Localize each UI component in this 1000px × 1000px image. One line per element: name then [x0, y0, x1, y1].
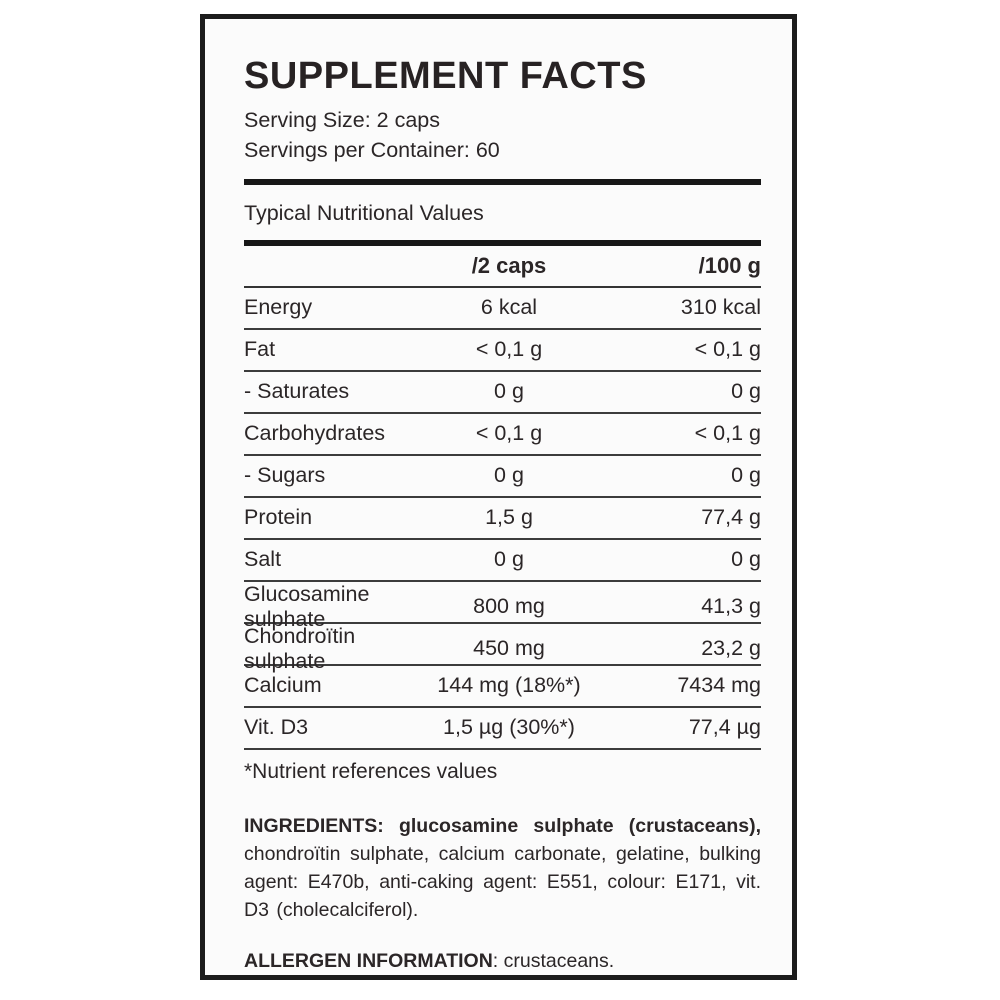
value-per-serving: 800 mg — [473, 594, 545, 619]
nutrient-name: Calcium — [244, 673, 322, 698]
serving-info: Serving Size: 2 caps Servings per Contai… — [244, 105, 761, 165]
table-title: Typical Nutritional Values — [244, 200, 484, 225]
value-per-100g: 310 kcal — [680, 295, 761, 320]
ingredients-rest-text: chondroïtin sulphate, calcium carbonate,… — [244, 842, 761, 921]
value-per-serving: 0 g — [494, 463, 524, 488]
nutrient-name: Glucosamine sulphate — [244, 581, 370, 631]
value-per-serving: < 0,1 g — [475, 421, 543, 446]
value-per-100g: 23,2 g — [701, 636, 761, 661]
value-per-100g: 0 g — [731, 547, 761, 572]
nutrient-name: Protein — [244, 505, 313, 530]
divider-bar-top — [244, 178, 761, 185]
nutrient-name: Vit. D3 — [244, 715, 309, 740]
value-per-serving: 6 kcal — [480, 295, 538, 320]
value-per-serving: < 0,1 g — [475, 337, 543, 362]
allergen-rest-text: : crustaceans. — [492, 949, 615, 972]
value-per-serving: 0 g — [494, 379, 524, 404]
table-row: Chondroïtin sulphate 450 mg 23,2 g — [244, 624, 761, 673]
value-per-100g: 77,4 µg — [688, 715, 761, 740]
value-per-serving: 144 mg (18%*) — [437, 673, 581, 698]
value-per-100g: 7434 mg — [677, 673, 761, 698]
column-header-per-100g: /100 g — [698, 252, 761, 278]
table-row: Glucosamine sulphate 800 mg 41,3 g — [244, 582, 761, 631]
table-row: - Saturates 0 g 0 g — [244, 372, 761, 414]
value-per-serving: 1,5 µg (30%*) — [443, 715, 575, 740]
value-per-100g: 0 g — [731, 379, 761, 404]
value-per-100g: 41,3 g — [701, 594, 761, 619]
divider-bar-bottom — [244, 239, 761, 246]
nutrient-name: Carbohydrates — [244, 421, 386, 446]
table-row: Energy 6 kcal 310 kcal — [244, 288, 761, 330]
allergen-paragraph: ALLERGEN INFORMATION: crustaceans. — [244, 950, 761, 973]
table-row: Protein 1,5 g 77,4 g — [244, 498, 761, 540]
nutrient-name: Chondroïtin sulphate — [244, 623, 356, 673]
nutrient-reference-footnote: *Nutrient references values — [244, 759, 498, 783]
allergen-bold-text: ALLERGEN INFORMATION — [244, 949, 493, 972]
nutrient-name: Salt — [244, 547, 282, 572]
nutrition-table: /2 caps /100 g Energy 6 kcal 310 kcal Fa… — [244, 246, 761, 750]
value-per-100g: < 0,1 g — [694, 337, 761, 362]
nutrition-table-body: Energy 6 kcal 310 kcal Fat < 0,1 g < 0,1… — [244, 288, 761, 750]
nutrient-name: Energy — [244, 295, 313, 320]
table-row: Salt 0 g 0 g — [244, 540, 761, 582]
page-title: SUPPLEMENT FACTS — [244, 55, 647, 97]
value-per-100g: 0 g — [731, 463, 761, 488]
column-header-per-serving: /2 caps — [471, 252, 547, 278]
value-per-serving: 1,5 g — [485, 505, 533, 530]
nutrient-name: - Saturates — [244, 379, 350, 404]
nutrient-name: Fat — [244, 337, 276, 362]
table-row: - Sugars 0 g 0 g — [244, 456, 761, 498]
servings-per-container-text: Servings per Container: 60 — [244, 137, 500, 162]
value-per-100g: < 0,1 g — [694, 421, 761, 446]
ingredients-bold-text: INGREDIENTS: glucosamine sulphate (crust… — [244, 814, 761, 837]
table-row: Vit. D3 1,5 µg (30%*) 77,4 µg — [244, 708, 761, 750]
table-row: Fat < 0,1 g < 0,1 g — [244, 330, 761, 372]
ingredients-paragraph: INGREDIENTS: glucosamine sulphate (crust… — [244, 812, 761, 924]
serving-size-text: Serving Size: 2 caps — [244, 107, 440, 132]
table-row: Calcium 144 mg (18%*) 7434 mg — [244, 666, 761, 708]
nutrition-table-header: /2 caps /100 g — [244, 246, 761, 288]
supplement-facts-panel: SUPPLEMENT FACTS Serving Size: 2 caps Se… — [200, 14, 797, 980]
value-per-serving: 0 g — [494, 547, 524, 572]
value-per-serving: 450 mg — [473, 636, 545, 661]
value-per-100g: 77,4 g — [701, 505, 761, 530]
table-row: Carbohydrates < 0,1 g < 0,1 g — [244, 414, 761, 456]
nutrient-name: - Sugars — [244, 463, 326, 488]
